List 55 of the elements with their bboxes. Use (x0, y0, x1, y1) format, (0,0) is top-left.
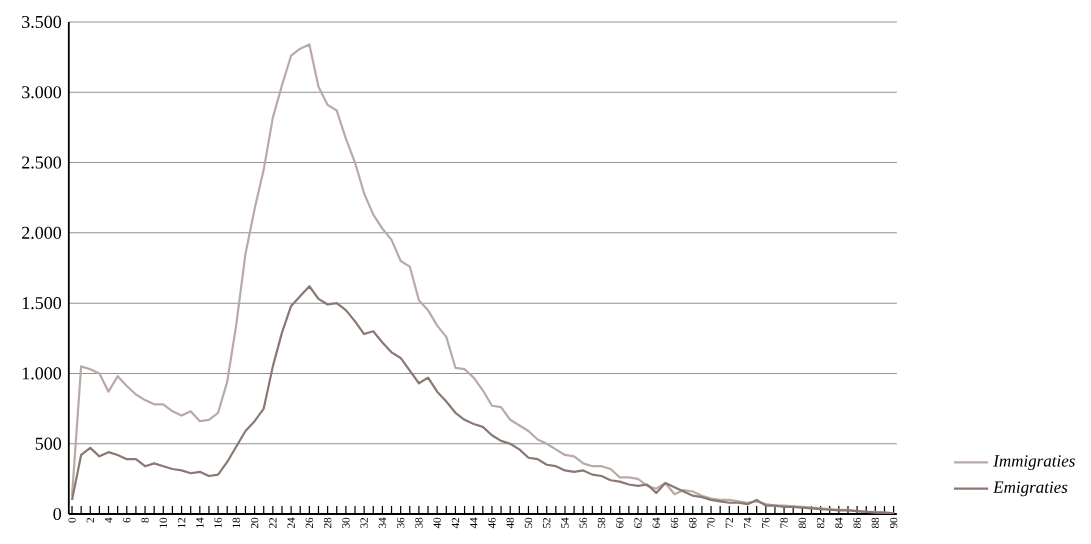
x-tick-label: 2 (86, 517, 94, 523)
x-tick-label: 16 (214, 517, 222, 528)
x-tick-label: 78 (780, 517, 788, 528)
y-tick-label: 3.000 (22, 86, 62, 99)
x-tick-label: 18 (232, 517, 241, 528)
x-tick-label: 60 (616, 517, 624, 528)
x-tick-label: 66 (670, 517, 679, 528)
x-tick-label: 10 (159, 517, 167, 528)
x-tick-label: 24 (287, 517, 295, 528)
x-tick-label: 32 (360, 517, 368, 528)
x-tick-label: 62 (634, 517, 642, 528)
x-tick-label: 64 (652, 517, 660, 528)
x-tick-label: 56 (579, 517, 587, 528)
x-tick-label: 0 (68, 517, 76, 523)
x-tick-label: 8 (141, 517, 149, 523)
x-tick-label: 44 (470, 517, 478, 529)
x-tick-label: 48 (506, 517, 514, 529)
x-tick-label: 38 (415, 517, 423, 528)
y-tick-label: 2.000 (22, 226, 62, 239)
legend-label: Immigraties (993, 455, 1075, 471)
x-tick-label: 42 (451, 517, 460, 529)
x-tick-label: 12 (177, 517, 186, 528)
x-tick-label: 52 (543, 517, 551, 528)
x-tick-label: 34 (378, 517, 387, 528)
x-tick-label: 46 (488, 517, 496, 529)
x-tick-label: 86 (853, 517, 861, 528)
legend-label: Emigraties (993, 481, 1068, 497)
x-tick-label: 84 (835, 517, 843, 528)
x-tick-label: 68 (689, 517, 697, 528)
x-tick-label: 20 (250, 517, 259, 528)
x-tick-label: 30 (342, 517, 350, 528)
x-tick-label: 88 (871, 517, 880, 528)
x-tick-label: 36 (396, 517, 405, 528)
x-tick-label: 82 (816, 517, 825, 528)
x-tick-label: 80 (798, 517, 807, 528)
y-tick-label: 500 (35, 437, 62, 450)
x-tick-label: 50 (524, 517, 533, 528)
y-tick-label: 1.500 (22, 297, 62, 310)
x-tick-label: 54 (561, 517, 569, 528)
x-tick-label: 40 (433, 517, 441, 529)
x-tick-label: 22 (269, 517, 277, 528)
x-tick-label: 14 (196, 517, 204, 528)
y-tick-label: 2.500 (22, 156, 62, 169)
y-tick-label: 1.000 (22, 367, 62, 380)
x-tick-label: 72 (725, 517, 733, 528)
x-tick-label: 26 (305, 517, 314, 528)
y-tick-label: 3.500 (22, 15, 62, 29)
x-tick-label: 28 (323, 517, 332, 528)
x-tick-label: 74 (743, 517, 752, 528)
x-tick-label: 6 (123, 517, 131, 523)
x-tick-label: 90 (889, 517, 898, 529)
x-tick-label: 4 (104, 517, 113, 523)
x-tick-label: 70 (707, 517, 715, 528)
x-tick-label: 58 (597, 517, 606, 528)
x-tick-label: 76 (762, 517, 770, 528)
